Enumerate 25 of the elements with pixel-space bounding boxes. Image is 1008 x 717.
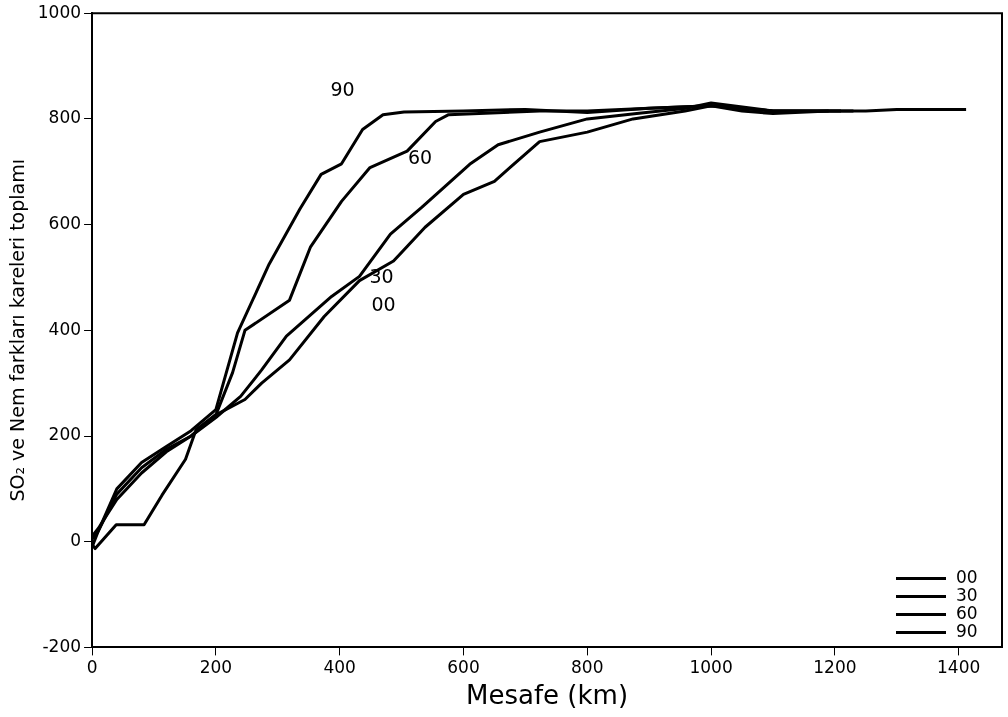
y-tick-label: 1000 (37, 1, 82, 22)
x-tick-label: 200 (199, 657, 233, 678)
y-tick-label: 800 (48, 107, 82, 128)
annotation: 60 (407, 146, 433, 169)
y-tick-label: 0 (70, 530, 82, 551)
y-tick-label: 600 (48, 213, 82, 234)
x-tick-label: 1400 (937, 657, 981, 678)
legend-label: 00 (956, 566, 978, 587)
legend-label: 30 (956, 584, 978, 605)
legend-label: 60 (956, 602, 978, 623)
x-tick-label: 600 (447, 657, 480, 678)
annotation: 00 (371, 293, 396, 315)
y-tick-label: -200 (42, 635, 82, 656)
y-tick-label: 200 (48, 424, 82, 445)
annotation: 90 (330, 78, 355, 101)
x-axis-title: Mesafe (km) (466, 680, 629, 711)
y-tick-label: 400 (48, 318, 82, 339)
x-tick-label: 400 (323, 657, 356, 678)
legend-label: 90 (956, 620, 978, 641)
x-tick-label: 0 (86, 657, 98, 678)
x-tick-label: 1200 (813, 657, 857, 678)
x-tick-label: 1000 (689, 657, 733, 678)
y-axis-title: SO₂ ve Nem farkları kareleri toplamı (6, 158, 29, 502)
annotation: 30 (369, 265, 394, 288)
x-tick-label: 800 (571, 657, 604, 678)
